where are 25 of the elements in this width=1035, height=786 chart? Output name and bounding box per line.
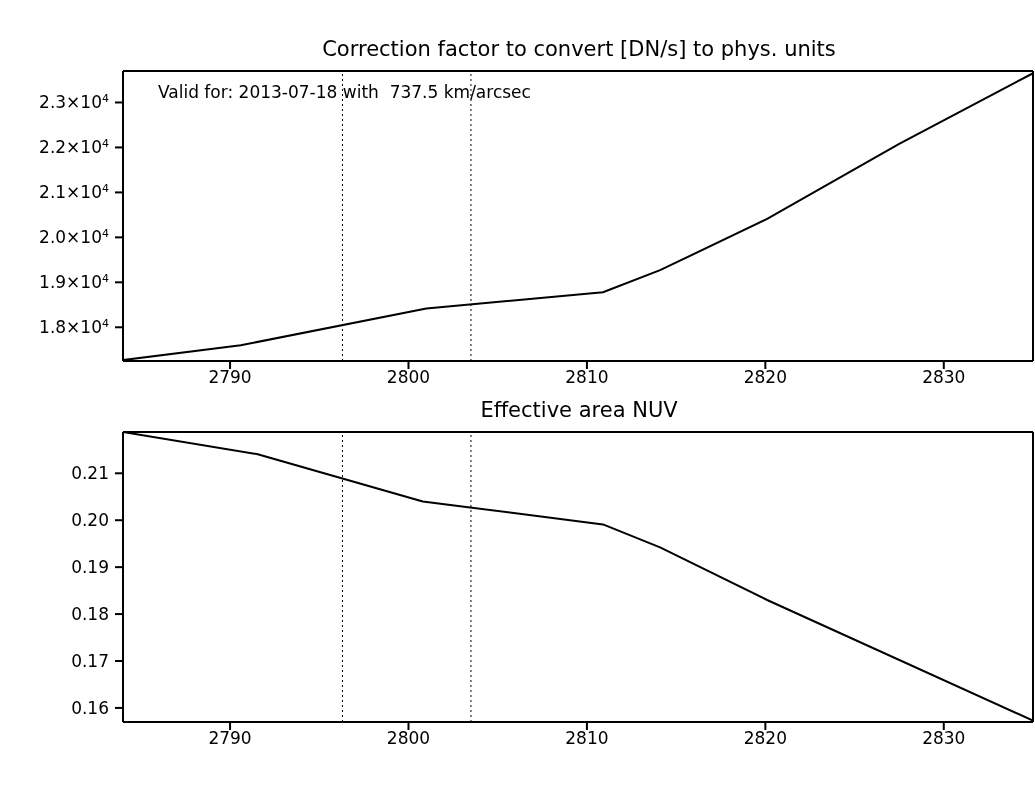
y-tick-label: 0.18 [71, 604, 109, 625]
x-tick-label: 2790 [208, 728, 252, 749]
x-tick-label: 2790 [208, 367, 252, 388]
y-tick-label: 2.1×10$^{4}$ [39, 181, 109, 203]
chart-title: Correction factor to convert [DN/s] to phys. units [321, 36, 837, 62]
x-tick-label: 2800 [386, 367, 431, 388]
x-tick-label: 2820 [743, 728, 787, 749]
y-tick-label: 2.3×10$^{4}$ [39, 91, 109, 113]
x-tick-label: 2830 [922, 367, 966, 388]
x-tick-label: 2810 [565, 367, 609, 388]
x-tick-label: 2820 [743, 367, 787, 388]
x-tick-label: 2800 [386, 728, 431, 749]
y-tick-label: 0.17 [71, 651, 109, 671]
x-tick-label: 2810 [565, 728, 609, 749]
y-tick-label: 0.21 [71, 463, 109, 484]
y-tick-label: 0.19 [71, 557, 109, 578]
y-tick-label: 2.0×10$^{4}$ [39, 226, 109, 248]
chart-title: Effective area NUV [479, 397, 679, 423]
y-tick-label: 0.16 [71, 697, 109, 718]
y-tick-label: 2.2×10$^{4}$ [39, 136, 109, 158]
x-tick-label: 2830 [922, 728, 966, 749]
y-tick-label: 1.9×10$^{4}$ [39, 271, 109, 293]
y-tick-label: 1.8×10$^{4}$ [39, 316, 109, 338]
annotation: Valid for: 2013-07-18 with 737.5 km/arcsec [158, 82, 531, 102]
y-tick-label: 0.20 [71, 510, 109, 531]
